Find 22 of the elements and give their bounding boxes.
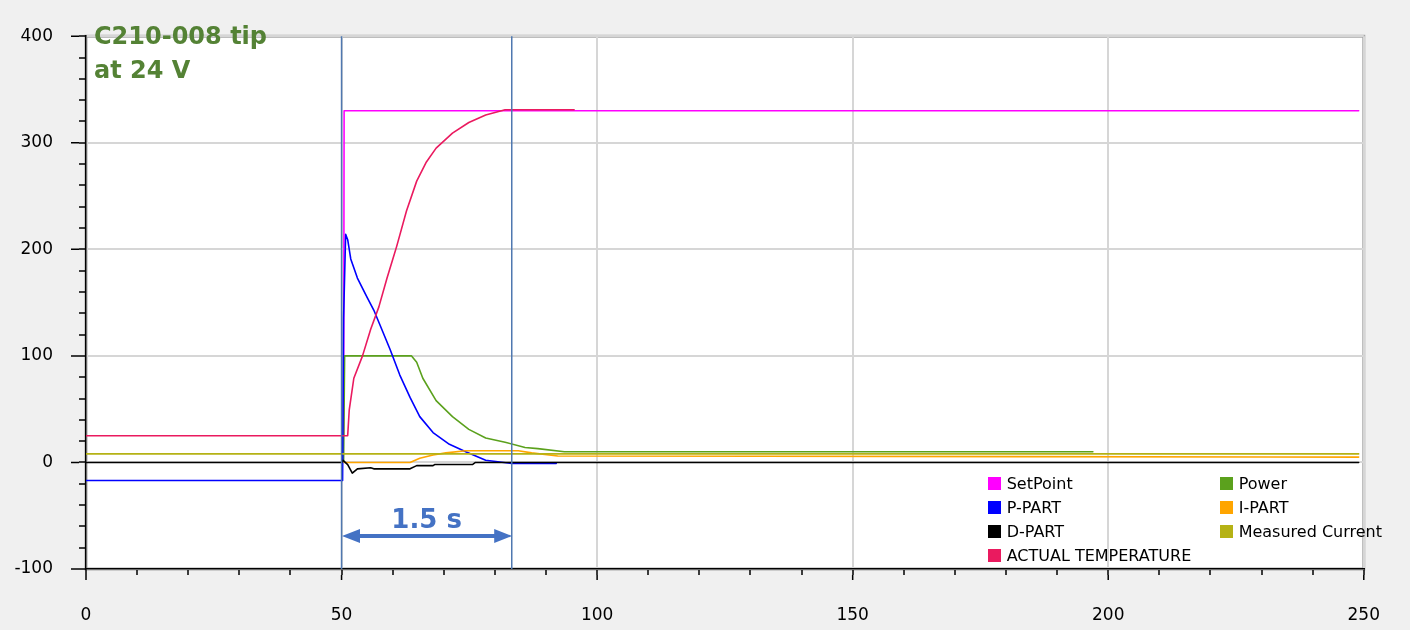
annotation: 1.5 s bbox=[391, 504, 462, 534]
y-tick-label: 300 bbox=[20, 131, 53, 152]
legend-label: D-PART bbox=[1006, 521, 1065, 541]
legend-label: P-PART bbox=[1006, 497, 1062, 517]
legend-label: Power bbox=[1238, 473, 1288, 493]
x-tick-label: 200 bbox=[1091, 603, 1125, 624]
y-tick-label: 0 bbox=[42, 450, 53, 471]
x-tick-label: 150 bbox=[836, 603, 869, 624]
y-tick-label: 100 bbox=[20, 344, 53, 365]
y-tick-label: 200 bbox=[20, 237, 53, 258]
x-tick-label: 100 bbox=[580, 603, 614, 624]
chart-title: C210-008 tip bbox=[94, 21, 268, 52]
legend-label: Measured Current bbox=[1238, 521, 1382, 541]
y-tick-label: 400 bbox=[20, 24, 53, 45]
x-tick-label: 0 bbox=[80, 603, 92, 624]
x-tick-label: 50 bbox=[330, 603, 353, 624]
legend-label: ACTUAL TEMPERATURE bbox=[1006, 545, 1192, 565]
x-tick-label: 250 bbox=[1347, 603, 1380, 624]
text: at 24 V bbox=[94, 55, 192, 86]
legend-label: I-PART bbox=[1238, 497, 1289, 517]
legend-label: SetPoint bbox=[1006, 473, 1073, 493]
y-tick-label: -100 bbox=[14, 557, 53, 578]
